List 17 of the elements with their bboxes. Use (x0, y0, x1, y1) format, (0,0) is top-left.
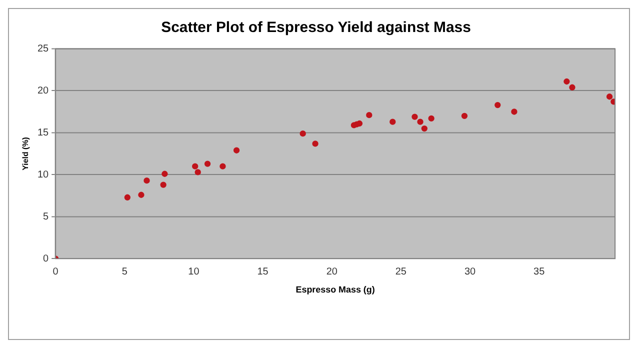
x-tick-label: 25 (395, 266, 407, 278)
y-tick-label: 10 (38, 169, 50, 180)
y-tick-label: 15 (38, 127, 50, 138)
x-tick-label: 30 (464, 266, 476, 278)
chart-title: Scatter Plot of Espresso Yield against Mass (161, 19, 471, 36)
y-tick-label: 5 (43, 211, 50, 222)
x-tick-label: 10 (188, 266, 200, 278)
x-tick-label: 20 (326, 266, 338, 278)
x-tick-label: 15 (257, 266, 269, 278)
y-axis-title: Yield (%) (20, 136, 30, 170)
y-tick-label: 20 (38, 85, 50, 96)
x-tick-label: 35 (534, 266, 546, 278)
x-tick-label: 5 (122, 266, 128, 278)
x-tick-label: 0 (52, 266, 59, 278)
x-axis-title: Espresso Mass (g) (296, 284, 375, 294)
y-tick-label: 25 (38, 44, 50, 54)
y-tick-label: 0 (43, 253, 50, 264)
